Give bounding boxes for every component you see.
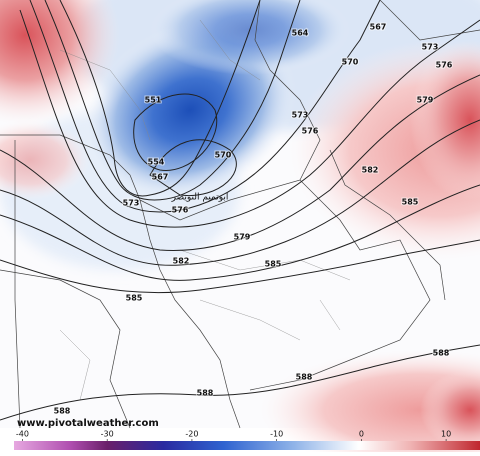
contour-label: 576 [172,206,189,215]
contour-label: 576 [302,127,319,136]
colorbar-tick-label: 10 [441,430,451,439]
colorbar-tick-label: -30 [101,430,114,439]
colorbar-tick-label: -10 [270,430,283,439]
colorbar-tick-label: -20 [185,430,198,439]
colorbar-tick-label: 0 [359,430,364,439]
colorbar-scale [14,441,480,450]
contour-label: 570 [215,151,232,160]
watermark: www.pivotalweather.com [17,418,159,429]
contour-label: 551 [145,96,162,105]
contour-label: 567 [152,173,169,182]
contour-label: 582 [362,166,379,175]
contour-label: 573 [292,111,309,120]
contours [0,0,480,421]
contour-label: 588 [433,349,450,358]
place-label: ابوتميم التويصر [171,193,229,203]
contour-label: 573 [422,43,439,52]
contour-label: 554 [148,158,165,167]
contour-label: 582 [173,257,190,266]
contour-label: 567 [370,23,387,32]
contour-label: 588 [197,389,214,398]
contour-label: 585 [265,260,282,269]
contour-label: 564 [292,29,309,38]
contour-label: 576 [436,61,453,70]
contour-label: 588 [296,373,313,382]
contour-label: 579 [234,233,251,242]
contour-label: 585 [402,198,419,207]
contour-label: 585 [126,294,143,303]
colorbar [14,441,480,450]
contour-label: 570 [342,58,359,67]
contour-label: 579 [417,96,434,105]
contour-label: 588 [54,407,71,416]
borders [0,0,480,429]
contour-label: 573 [123,199,140,208]
colorbar-tick-label: -40 [16,430,29,439]
